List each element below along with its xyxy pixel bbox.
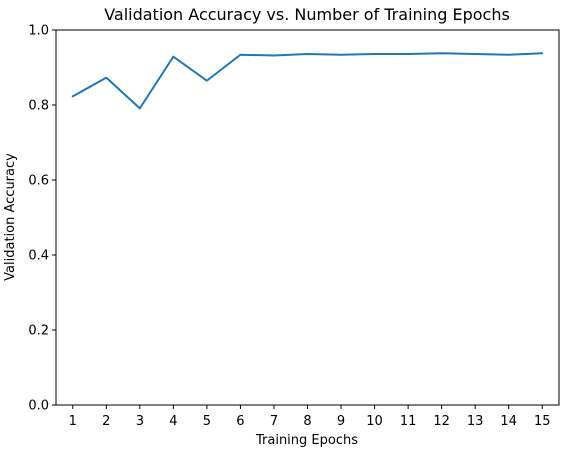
chart-title: Validation Accuracy vs. Number of Traini…	[104, 5, 510, 24]
y-tick-label: 1.0	[28, 24, 49, 39]
series-line	[71, 52, 544, 110]
x-axis-label: Training Epochs	[255, 433, 358, 448]
x-tick-label: 12	[433, 414, 450, 429]
x-tick-label: 6	[236, 414, 244, 429]
y-tick-label: 0.6	[28, 174, 49, 189]
y-tick-label: 0.4	[28, 249, 49, 264]
series-layer	[71, 52, 544, 110]
x-tick-label: 4	[169, 414, 177, 429]
y-tick-label: 0.8	[28, 99, 49, 114]
plot-frame	[55, 29, 560, 406]
x-tick-label: 10	[366, 414, 383, 429]
x-tick-label: 13	[467, 414, 484, 429]
x-tick-label: 11	[400, 414, 417, 429]
x-tick-label: 7	[270, 414, 278, 429]
x-tick-label: 3	[136, 414, 144, 429]
y-axis-label: Validation Accuracy	[3, 153, 18, 281]
x-tick-label: 1	[69, 414, 77, 429]
x-tick-label: 5	[203, 414, 211, 429]
x-axis-ticks: 1 2 3 4 5 6 7 8 9 10 11 12 13 14 15	[69, 405, 551, 429]
y-axis-ticks: 0.0 0.2 0.4 0.6 0.8 1.0	[28, 24, 56, 414]
x-tick-label: 14	[500, 414, 517, 429]
x-tick-label: 2	[102, 414, 110, 429]
y-tick-label: 0.2	[28, 324, 49, 339]
x-tick-label: 15	[534, 414, 551, 429]
x-tick-label: 8	[303, 414, 311, 429]
x-tick-label: 9	[337, 414, 345, 429]
y-tick-label: 0.0	[28, 399, 49, 414]
